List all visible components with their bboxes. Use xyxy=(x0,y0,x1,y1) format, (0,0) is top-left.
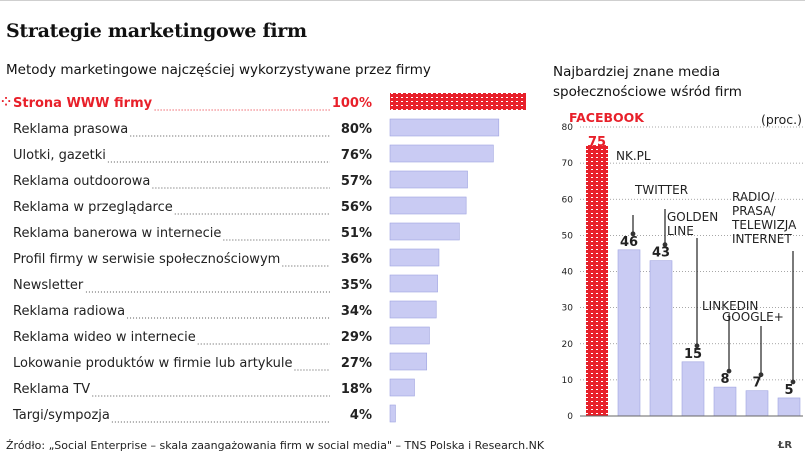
value-label: 76% xyxy=(341,148,372,163)
callout-dot xyxy=(662,242,668,248)
bar xyxy=(617,249,641,417)
category-label: Reklama w przeglądarce xyxy=(13,200,173,215)
value-label: 4% xyxy=(350,408,372,423)
highlight-marker-icon: ⁘ xyxy=(1,95,11,109)
value-label: 57% xyxy=(341,174,372,189)
value-label: 75 xyxy=(588,135,606,150)
value-label: 51% xyxy=(341,226,372,241)
value-label: 35% xyxy=(341,278,372,293)
value-label: 7 xyxy=(752,376,761,391)
category-label: LINE xyxy=(667,224,694,238)
category-label: GOLDEN xyxy=(667,210,718,224)
y-tick-label: 80 xyxy=(562,123,574,133)
vertical-bar-chart: (proc.)01020304050607080FACEBOOK75NK.PL4… xyxy=(562,110,803,422)
bar xyxy=(713,386,737,417)
value-label: 46 xyxy=(620,235,638,250)
bar xyxy=(389,300,437,319)
value-label: 56% xyxy=(341,200,372,215)
category-label: Newsletter xyxy=(13,278,84,293)
value-label: 43 xyxy=(652,246,670,261)
category-label: LINKEDIN xyxy=(702,299,758,313)
bar xyxy=(389,196,467,215)
value-label: 18% xyxy=(341,382,372,397)
value-label: 15 xyxy=(684,347,702,362)
y-tick-label: 0 xyxy=(567,412,573,422)
bar xyxy=(681,361,705,417)
bar xyxy=(389,144,494,163)
category-label: NK.PL xyxy=(616,149,651,163)
value-label: 36% xyxy=(341,252,372,267)
bar xyxy=(389,248,440,267)
value-label: 34% xyxy=(341,304,372,319)
y-tick-label: 50 xyxy=(562,231,574,241)
category-label: Strona WWW firmy xyxy=(13,96,153,111)
top-rule xyxy=(0,0,805,1)
category-label: Profil firmy w serwisie społecznościowym xyxy=(13,252,280,267)
bar xyxy=(389,378,415,397)
bar xyxy=(389,118,500,137)
category-label: PRASA/ xyxy=(732,204,776,218)
y-tick-label: 60 xyxy=(562,195,574,205)
y-tick-label: 30 xyxy=(562,304,574,314)
y-tick-label: 40 xyxy=(562,268,574,278)
value-label: 80% xyxy=(341,122,372,137)
category-label: Ulotki, gazetki xyxy=(13,148,106,163)
category-label: Reklama outdoorowa xyxy=(13,174,150,189)
bar xyxy=(777,397,801,417)
category-label: Reklama prasowa xyxy=(13,122,128,137)
unit-label: (proc.) xyxy=(761,112,802,127)
category-label: Reklama wideo w internecie xyxy=(13,330,196,345)
y-tick-label: 10 xyxy=(562,376,574,386)
y-tick-label: 70 xyxy=(562,159,574,169)
bar xyxy=(649,260,673,417)
horizontal-bar-chart: ⁘ Strona WWW firmy 100% Reklama prasowa 80% U… xyxy=(1,93,526,423)
value-label: 8 xyxy=(720,372,729,387)
category-label: TWITTER xyxy=(634,183,688,197)
value-label: 5 xyxy=(784,383,793,398)
category-label: GOOGLE+ xyxy=(722,310,784,324)
category-label: Reklama radiowa xyxy=(13,304,125,319)
bar xyxy=(586,145,608,416)
value-label: 29% xyxy=(341,330,372,345)
category-label: Targi/sympozja xyxy=(12,408,110,423)
bar xyxy=(389,326,430,345)
category-label: Reklama banerowa w internecie xyxy=(13,226,221,241)
category-label: Reklama TV xyxy=(13,382,90,397)
category-label: RADIO/ xyxy=(732,190,775,204)
category-label: FACEBOOK xyxy=(569,110,645,125)
bar xyxy=(389,222,460,241)
category-label: INTERNET xyxy=(732,232,792,246)
bar xyxy=(389,274,438,293)
callout-dot xyxy=(790,379,796,385)
right-chart-title: Najbardziej znane media społecznościowe … xyxy=(553,64,742,100)
left-chart-title: Metody marketingowe najczęściej wykorzys… xyxy=(6,62,431,78)
page-title: Strategie marketingowe firm xyxy=(6,20,307,42)
category-label: TELEWIZJA xyxy=(731,218,797,232)
bar xyxy=(389,170,468,189)
value-label: 27% xyxy=(341,356,372,371)
bar xyxy=(389,404,396,423)
callout-dot xyxy=(758,372,764,378)
callout-dot xyxy=(694,343,700,349)
brand-mark: ŁR xyxy=(778,440,793,451)
source-note: Źródło: „Social Enterprise – skala zaang… xyxy=(6,439,545,452)
bar xyxy=(389,352,428,371)
category-label: Lokowanie produktów w firmie lub artykul… xyxy=(13,356,292,371)
y-tick-label: 20 xyxy=(562,340,574,350)
callout-dot xyxy=(726,368,732,374)
bar xyxy=(745,390,769,417)
callout-dot xyxy=(630,231,636,237)
bar xyxy=(390,93,526,110)
value-label: 100% xyxy=(332,96,372,111)
